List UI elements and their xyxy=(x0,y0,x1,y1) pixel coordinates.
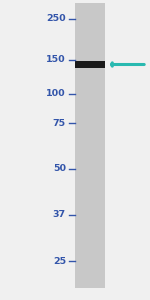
Bar xyxy=(75,61,105,68)
Text: 37: 37 xyxy=(53,210,66,219)
Text: 50: 50 xyxy=(53,164,66,173)
Text: 25: 25 xyxy=(53,256,66,266)
Text: 100: 100 xyxy=(46,89,66,98)
Text: 75: 75 xyxy=(53,118,66,127)
Bar xyxy=(75,3,105,288)
Text: 150: 150 xyxy=(46,56,66,64)
Text: 250: 250 xyxy=(46,14,66,23)
